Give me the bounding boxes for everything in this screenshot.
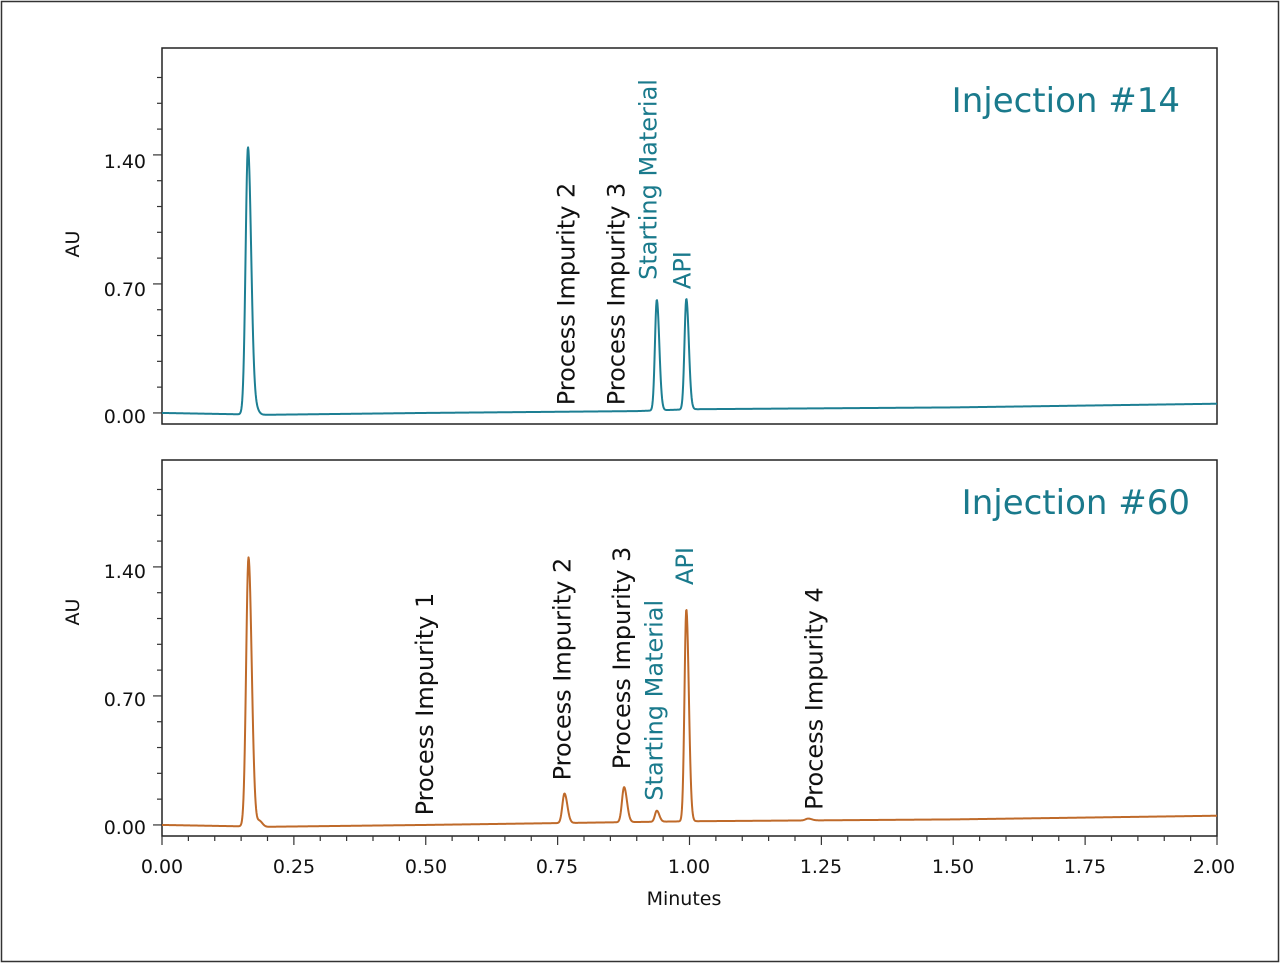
y-axis-label: AU — [62, 231, 84, 258]
panel-injection-14: Injection #14 AU 0.00 0.70 1.40 Process … — [62, 47, 1218, 428]
x-tick-labels: 0.00 0.25 0.50 0.75 1.00 1.25 1.50 1.75 … — [141, 856, 1235, 878]
peak-label: Process Impurity 2 — [553, 183, 581, 406]
x-ticks — [161, 836, 1218, 845]
chromatogram-line — [161, 146, 1218, 416]
peak-label: Process Impurity 3 — [608, 547, 636, 770]
peak-label: Process Impurity 1 — [411, 593, 439, 816]
panel-injection-60: Injection #60 AU 0.00 0.70 1.40 0.00 0.2… — [62, 459, 1235, 910]
peak-label: Process Impurity 3 — [603, 183, 631, 406]
x-axis-label: Minutes — [647, 888, 722, 910]
plot-frame — [161, 47, 1218, 425]
trace — [161, 556, 1218, 828]
x-tick-label: 1.50 — [932, 856, 974, 878]
peak-annotations: Process Impurity 2 Process Impurity 3Star… — [553, 79, 697, 405]
peak-label: API — [671, 547, 699, 585]
peak-label: Starting Material — [641, 600, 669, 801]
peak-label: Process Impurity 4 — [801, 587, 829, 810]
y-tick-label: 1.40 — [104, 561, 146, 583]
x-tick-label: 1.00 — [668, 856, 710, 878]
peak-label: Starting Material — [634, 79, 662, 280]
x-tick-label: 0.25 — [273, 856, 315, 878]
y-tick-label: 1.40 — [104, 151, 146, 173]
peak-annotations: Process Impurity 1 Process Impurity 2 Proc… — [411, 547, 828, 816]
peak-label: Process Impurity 2 — [548, 558, 576, 781]
y-tick-label: 0.00 — [104, 406, 146, 428]
x-tick-label: 0.75 — [536, 856, 578, 878]
x-tick-label: 0.00 — [141, 856, 183, 878]
y-axis-label: AU — [62, 599, 84, 626]
y-tick-label: 0.70 — [104, 689, 146, 711]
y-tick-labels: 0.00 0.70 1.40 — [104, 151, 146, 428]
y-tick-label: 0.70 — [104, 279, 146, 301]
y-ticks — [153, 488, 162, 826]
panel-title: Injection #14 — [952, 81, 1180, 121]
panel-title: Injection #60 — [962, 483, 1190, 523]
x-tick-label: 2.00 — [1193, 856, 1235, 878]
trace — [161, 146, 1218, 416]
y-tick-labels: 0.00 0.70 1.40 — [104, 561, 146, 839]
chromatogram-line — [161, 556, 1218, 828]
peak-label: API — [669, 251, 697, 289]
x-tick-label: 1.75 — [1064, 856, 1106, 878]
x-tick-label: 0.50 — [405, 856, 447, 878]
x-tick-label: 1.25 — [800, 856, 842, 878]
y-ticks — [153, 76, 162, 414]
y-tick-label: 0.00 — [104, 817, 146, 839]
